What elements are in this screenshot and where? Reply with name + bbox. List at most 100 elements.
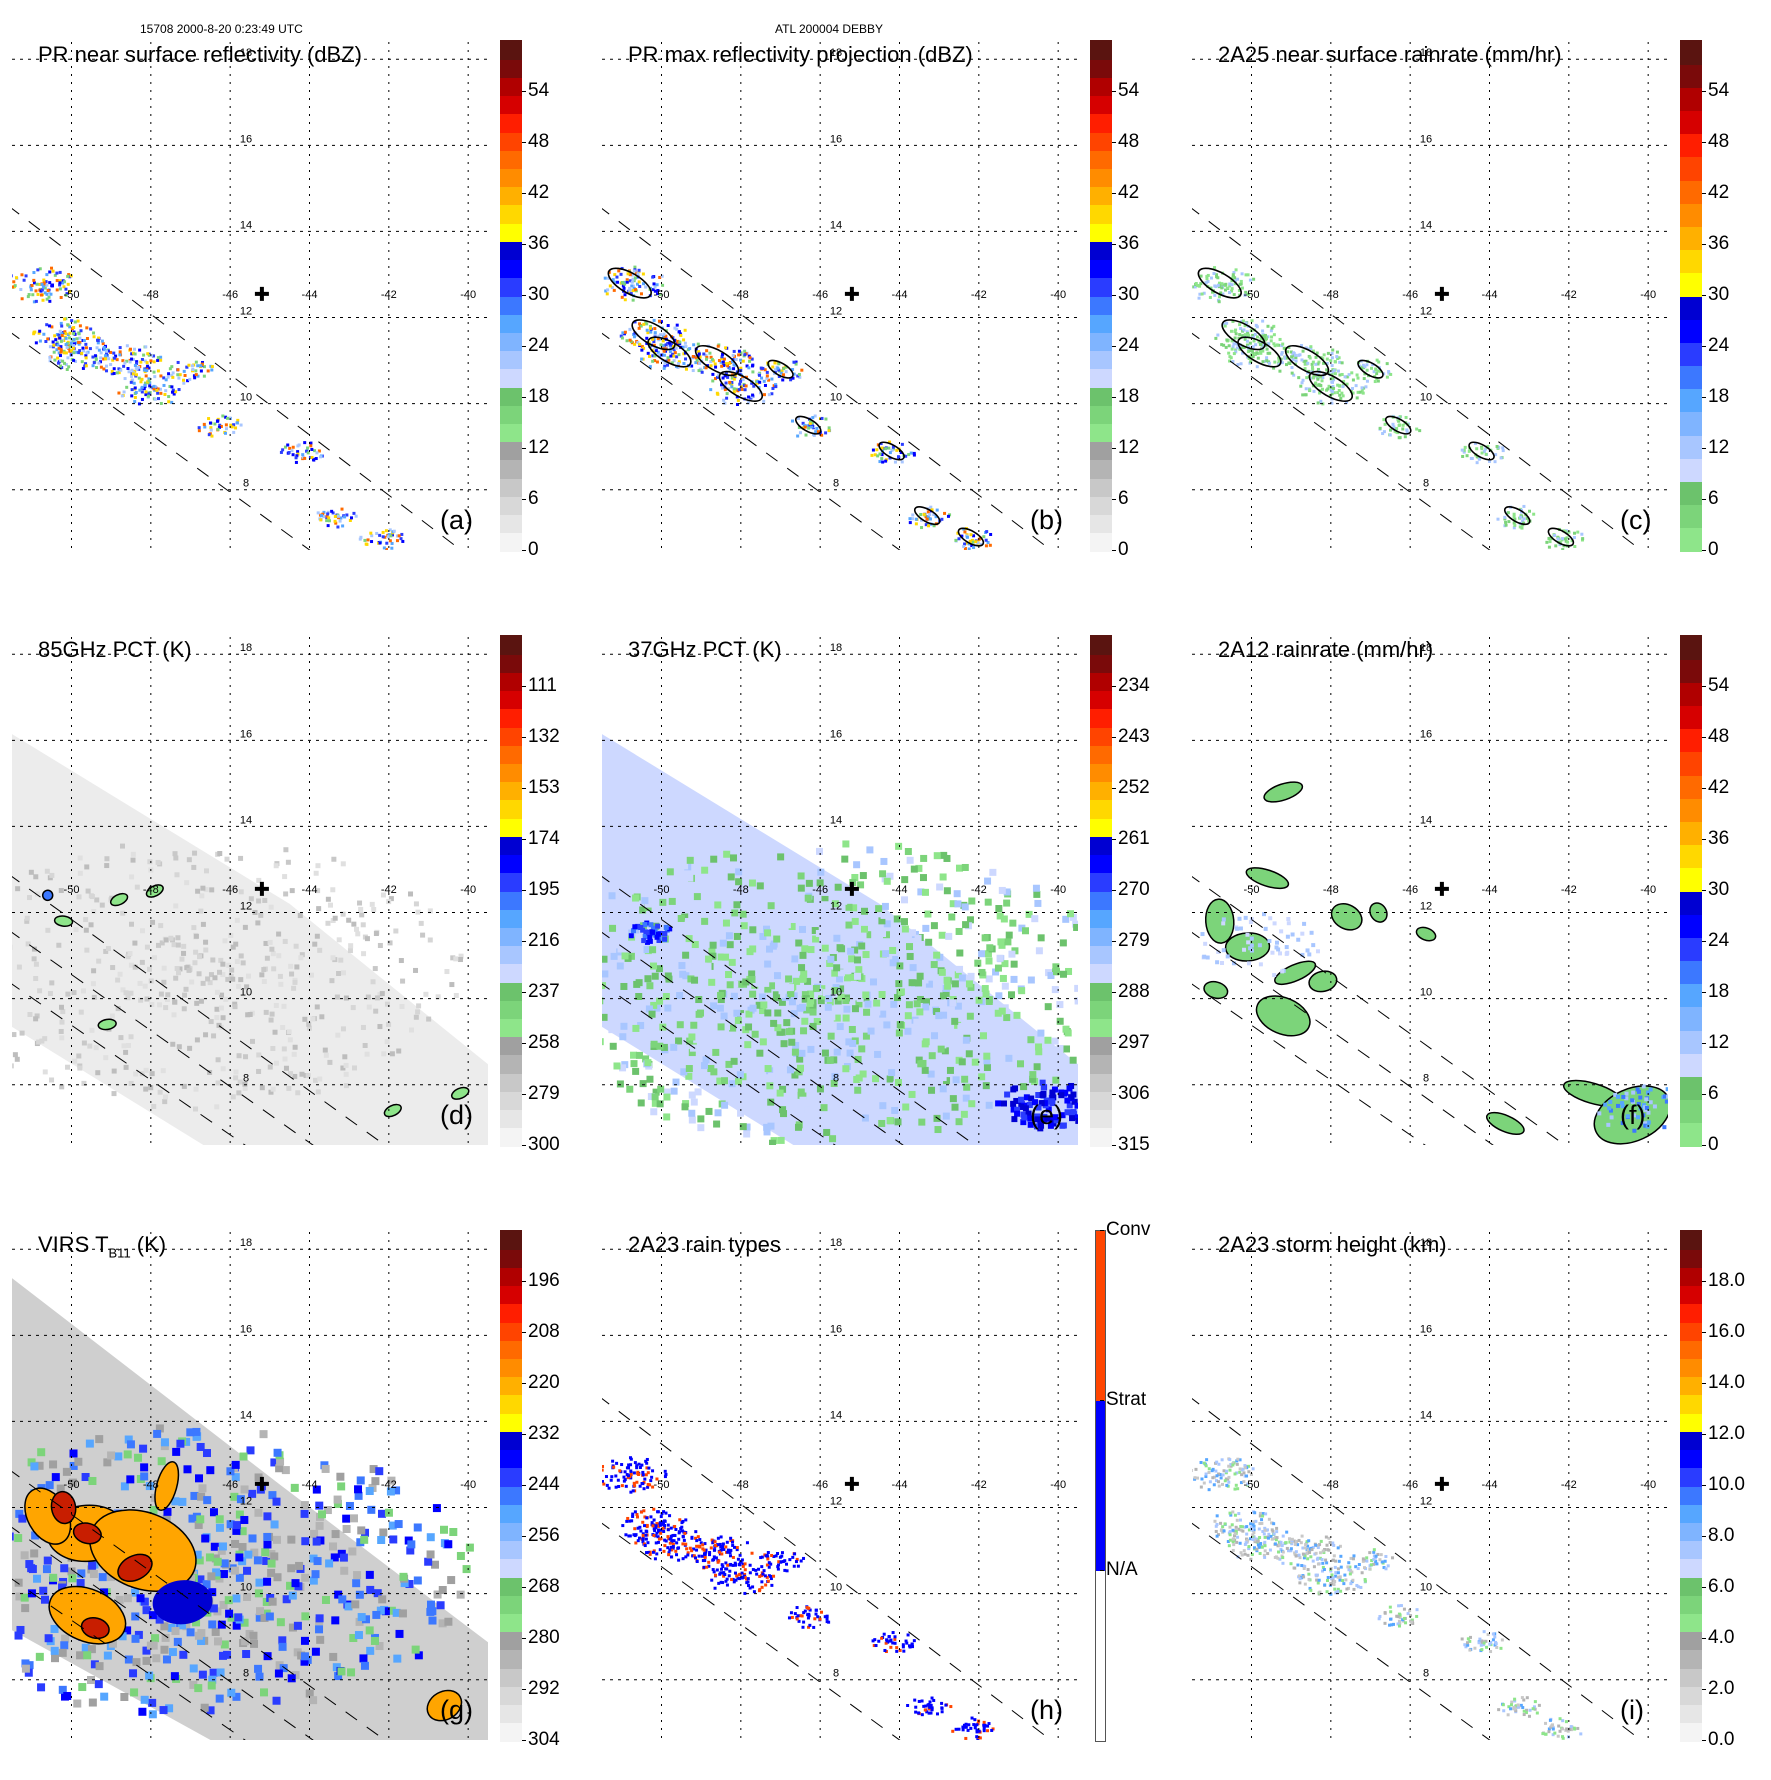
radar-pixel [1247, 334, 1250, 337]
radar-pixel [989, 544, 992, 547]
brightness-pixel [414, 1523, 422, 1531]
brightness-pixel [662, 936, 667, 941]
colorbar-segment [500, 350, 522, 370]
rain-pixel [1669, 1106, 1673, 1110]
brightness-pixel [1034, 1063, 1041, 1070]
radar-pixel [1545, 541, 1548, 544]
radar-pixel [359, 538, 362, 541]
colorbar-tick-label: 48 [1708, 131, 1729, 153]
brightness-pixel [907, 953, 914, 960]
brightness-pixel [846, 904, 853, 911]
radar-pixel [1281, 351, 1284, 354]
brightness-pixel [181, 951, 186, 956]
radar-pixel [1225, 322, 1228, 325]
brightness-pixel [662, 931, 667, 936]
radar-pixel [733, 378, 736, 381]
brightness-pixel [44, 1557, 52, 1565]
radar-pixel [669, 350, 672, 353]
colorbar-tick-label: 42 [1118, 182, 1139, 204]
radar-pixel [1500, 456, 1503, 459]
radar-pixel [1466, 454, 1469, 457]
colorbar-tick-label: 306 [1118, 1083, 1150, 1105]
colorbar-segment [1090, 1127, 1112, 1147]
radar-pixel [1256, 335, 1259, 338]
brightness-pixel [173, 851, 178, 856]
brightness-pixel [1001, 1100, 1007, 1106]
radar-pixel [679, 334, 682, 337]
brightness-pixel [233, 1075, 238, 1080]
radar-pixel [72, 344, 75, 347]
radar-pixel [1330, 381, 1333, 384]
brightness-pixel [254, 1556, 262, 1564]
colorbar-segment [500, 113, 522, 133]
brightness-pixel [691, 977, 698, 984]
radar-pixel [1359, 391, 1362, 394]
lon-tick-label: -48 [143, 884, 159, 896]
radar-pixel [339, 520, 342, 523]
colorbar-segment [1680, 890, 1702, 915]
brightness-pixel [883, 1021, 890, 1028]
brightness-pixel [130, 1688, 138, 1696]
radar-pixel [34, 289, 37, 292]
brightness-pixel [148, 1699, 156, 1707]
brightness-pixel [868, 1028, 875, 1035]
brightness-pixel [269, 947, 274, 952]
brightness-pixel [216, 1695, 224, 1703]
brightness-pixel [590, 1034, 597, 1041]
brightness-pixel [956, 928, 963, 935]
radar-pixel [1227, 352, 1230, 355]
radar-pixel [610, 1479, 613, 1482]
brightness-pixel [334, 1496, 342, 1504]
colorbar-segment [500, 1230, 522, 1250]
radar-pixel [41, 283, 44, 286]
brightness-pixel [613, 1062, 620, 1069]
brightness-pixel [287, 1564, 295, 1572]
radar-pixel [1230, 330, 1233, 333]
radar-pixel [643, 1478, 646, 1481]
radar-pixel [872, 449, 875, 452]
brightness-pixel [983, 1053, 990, 1060]
radar-pixel [210, 429, 213, 432]
brightness-pixel [346, 1502, 354, 1510]
lon-tick-label: -40 [1640, 289, 1656, 301]
brightness-pixel [827, 1057, 834, 1064]
radar-pixel [58, 281, 61, 284]
brightness-pixel [733, 901, 740, 908]
radar-pixel [167, 400, 170, 403]
brightness-pixel [131, 858, 136, 863]
colorbar-segment [1680, 318, 1702, 343]
brightness-pixel [366, 1487, 374, 1495]
lon-tick-label: -48 [733, 884, 749, 896]
radar-pixel [684, 342, 687, 345]
radar-pixel [653, 1519, 656, 1522]
brightness-pixel [1004, 938, 1011, 945]
brightness-pixel [315, 1625, 323, 1633]
colorbar-tick-label: 280 [528, 1627, 560, 1649]
brightness-pixel [15, 1579, 23, 1587]
radar-pixel [1255, 351, 1258, 354]
radar-pixel [633, 1471, 636, 1474]
brightness-pixel [243, 1567, 251, 1575]
radar-pixel [80, 352, 83, 355]
radar-pixel [1321, 388, 1324, 391]
radar-pixel [72, 351, 75, 354]
brightness-pixel [140, 928, 145, 933]
radar-pixel [620, 1463, 623, 1466]
colorbar-segment [1680, 365, 1702, 390]
brightness-pixel [187, 1628, 195, 1636]
brightness-pixel [895, 1118, 902, 1125]
brightness-pixel [4, 935, 9, 940]
radar-pixel [644, 1460, 647, 1463]
radar-pixel [67, 365, 70, 368]
brightness-pixel [11, 1032, 16, 1037]
brightness-pixel [678, 983, 685, 990]
brightness-pixel [176, 1440, 184, 1448]
radar-pixel [1214, 337, 1217, 340]
radar-pixel [133, 348, 136, 351]
brightness-pixel [29, 870, 34, 875]
radar-pixel [608, 1487, 611, 1490]
lat-tick-label: 8 [833, 478, 839, 490]
radar-pixel [621, 337, 624, 340]
lon-tick-label: -40 [1640, 884, 1656, 896]
radar-pixel [309, 444, 312, 447]
